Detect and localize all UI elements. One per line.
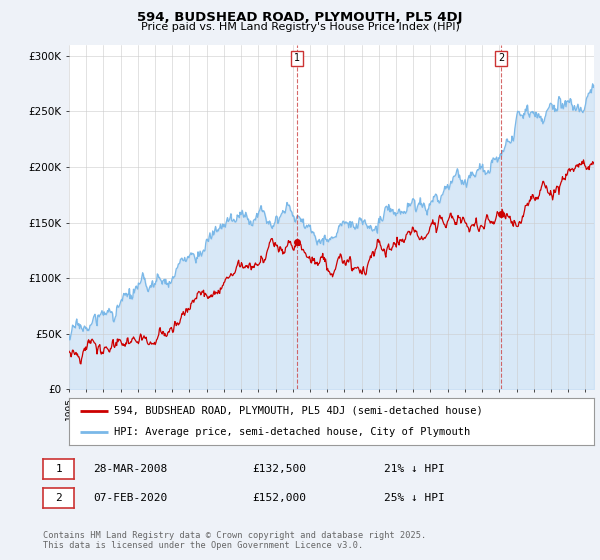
Text: £132,500: £132,500 <box>252 464 306 474</box>
Text: 21% ↓ HPI: 21% ↓ HPI <box>384 464 445 474</box>
Text: 1: 1 <box>55 464 62 474</box>
Text: HPI: Average price, semi-detached house, City of Plymouth: HPI: Average price, semi-detached house,… <box>113 427 470 437</box>
Text: 25% ↓ HPI: 25% ↓ HPI <box>384 493 445 503</box>
Text: Price paid vs. HM Land Registry's House Price Index (HPI): Price paid vs. HM Land Registry's House … <box>140 22 460 32</box>
Text: Contains HM Land Registry data © Crown copyright and database right 2025.
This d: Contains HM Land Registry data © Crown c… <box>43 531 427 550</box>
Text: 2: 2 <box>55 493 62 503</box>
Text: £152,000: £152,000 <box>252 493 306 503</box>
Text: 28-MAR-2008: 28-MAR-2008 <box>93 464 167 474</box>
Text: 07-FEB-2020: 07-FEB-2020 <box>93 493 167 503</box>
Text: 2: 2 <box>498 53 504 63</box>
Text: 594, BUDSHEAD ROAD, PLYMOUTH, PL5 4DJ (semi-detached house): 594, BUDSHEAD ROAD, PLYMOUTH, PL5 4DJ (s… <box>113 406 482 416</box>
Text: 594, BUDSHEAD ROAD, PLYMOUTH, PL5 4DJ: 594, BUDSHEAD ROAD, PLYMOUTH, PL5 4DJ <box>137 11 463 24</box>
Text: 1: 1 <box>293 53 300 63</box>
